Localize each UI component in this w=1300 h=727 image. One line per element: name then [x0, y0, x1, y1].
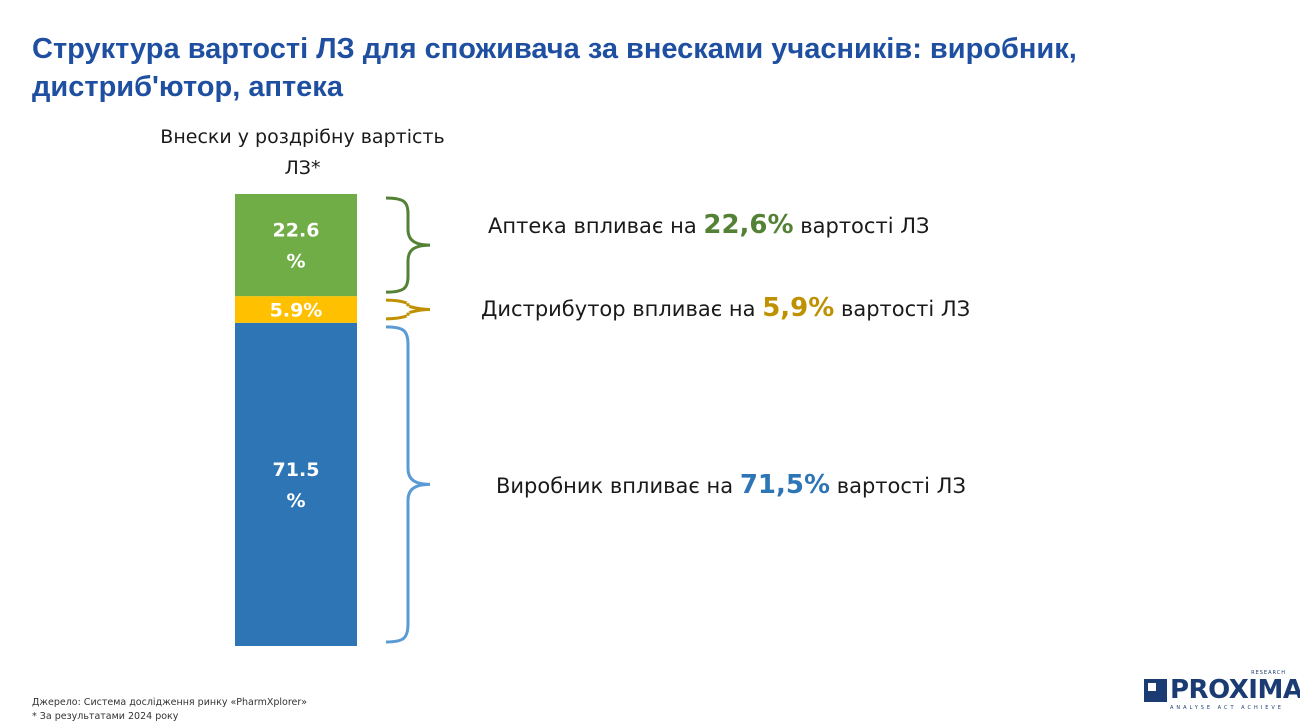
bar-segment-0 — [235, 322, 357, 646]
bar-segment-label-0: 71.5 — [273, 459, 320, 481]
annotation-value: 71,5% — [739, 470, 831, 500]
page-title: Структура вартості ЛЗ для споживача за в… — [32, 30, 1232, 106]
annotation-suffix: вартості ЛЗ — [830, 474, 966, 498]
annotation-distributor: Дистрибутор впливає на 5,9% вартості ЛЗ — [481, 293, 970, 323]
annotation-manufacturer: Виробник впливає на 71,5% вартості ЛЗ — [496, 470, 966, 500]
logo-tagline: ANALYSE ACT ACHIEVE — [1170, 705, 1284, 711]
annotation-prefix: Аптека впливає на — [488, 214, 704, 238]
annotation-prefix: Дистрибутор впливає на — [481, 297, 763, 321]
bar-segment-label-2: 22.6 — [273, 220, 320, 242]
brace-1 — [385, 298, 431, 321]
logo-mark-icon — [1144, 679, 1167, 702]
chart-title-line-2: ЛЗ* — [284, 157, 321, 179]
title-line-1: Структура вартості ЛЗ для споживача за в… — [32, 33, 1077, 65]
annotation-pharmacy: Аптека впливає на 22,6% вартості ЛЗ — [488, 210, 929, 240]
logo-name: PROXIMA — [1170, 675, 1300, 705]
bar-segment-2 — [235, 194, 357, 297]
bar-segment-1 — [235, 296, 357, 323]
footnote: * За результатами 2024 року — [32, 711, 179, 722]
bar-segment-label-2: % — [286, 251, 305, 273]
proxima-logo: PROXIMA RESEARCH ANALYSE ACT ACHIEVE — [1144, 670, 1300, 712]
bar-segment-label-0: % — [286, 490, 305, 512]
chart-title-line-1: Внески у роздрібну вартість — [160, 126, 445, 148]
annotation-prefix: Виробник впливає на — [496, 474, 740, 498]
brace-0 — [385, 196, 431, 294]
logo-research: RESEARCH — [1251, 670, 1286, 676]
annotation-suffix: вартості ЛЗ — [834, 297, 971, 321]
annotation-value: 5,9% — [762, 293, 835, 323]
brace-2 — [385, 325, 431, 644]
bar-segment-label-1: 5.9% — [270, 299, 323, 321]
source-note: Джерело: Система дослідження ринку «Phar… — [32, 697, 308, 708]
annotation-suffix: вартості ЛЗ — [793, 214, 930, 238]
chart-title: Внески у роздрібну вартість ЛЗ* — [140, 122, 465, 184]
annotation-value: 22,6% — [703, 210, 794, 240]
title-line-2: дистриб'ютор, аптека — [32, 71, 343, 103]
